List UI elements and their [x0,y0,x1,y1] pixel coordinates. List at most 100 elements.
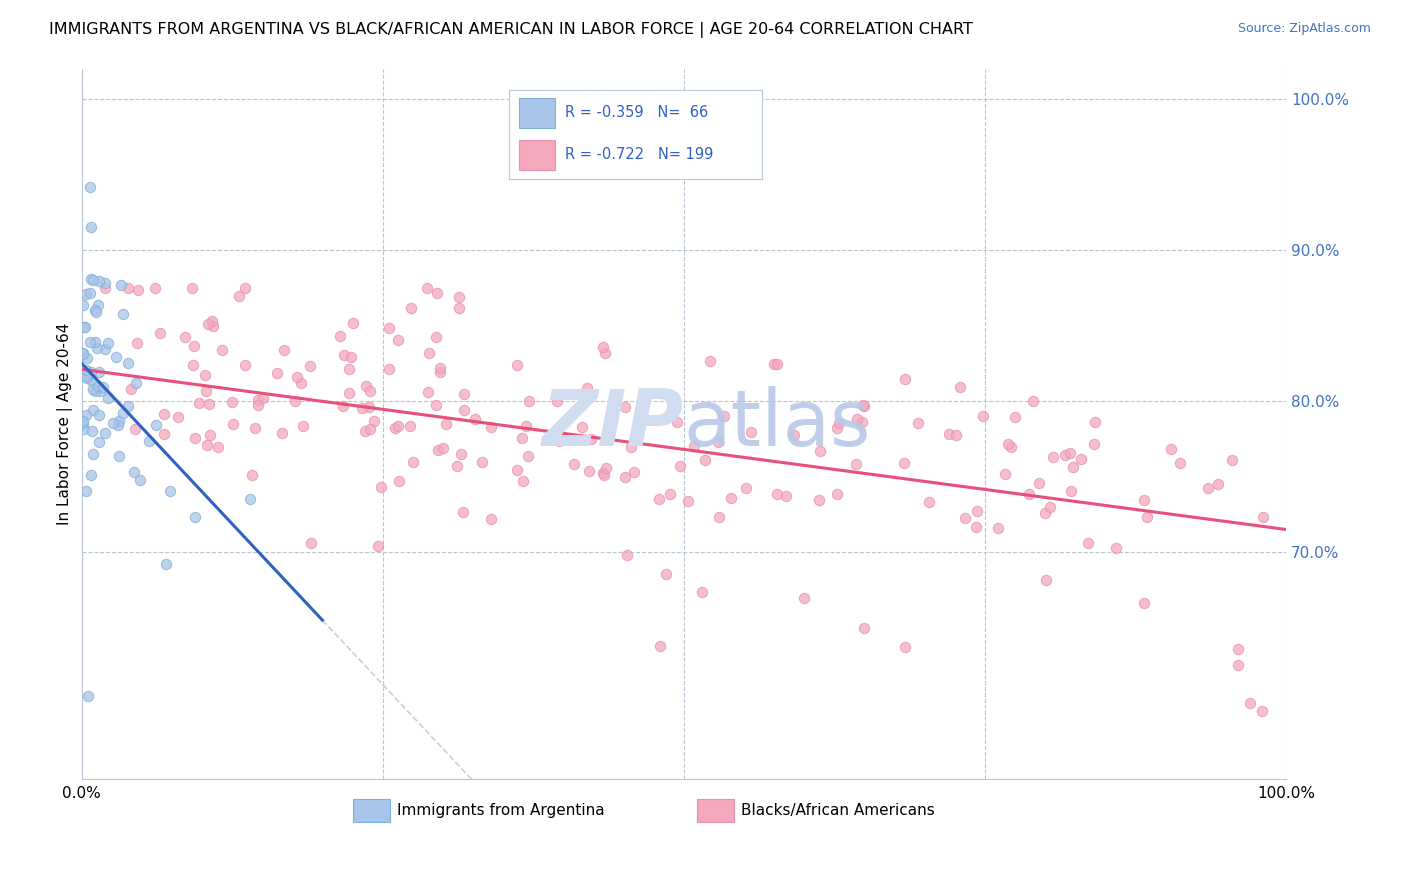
Point [167,409,190,424]
Point [197,317,219,331]
Point [97,392,120,406]
Point [87,379,110,393]
Point [76,351,98,365]
Point [1022,393,1045,408]
Point [793,591,815,606]
Point [80,272,103,286]
Point [79,468,101,483]
Point [354,425,377,439]
Point [1105,541,1128,556]
Point [907,416,929,430]
Point [506,463,529,477]
Point [72,320,94,334]
Point [517,450,540,464]
Point [370,480,392,494]
Point [72,347,94,361]
Point [592,340,614,354]
Point [1226,641,1249,656]
Point [827,486,849,500]
Point [1136,509,1159,524]
Point [117,356,139,370]
Point [76,370,98,384]
Point [221,395,243,409]
Point [515,418,537,433]
Point [720,491,742,505]
Point [620,440,643,454]
Point [79,180,101,194]
Point [562,457,585,471]
Point [243,421,266,435]
Point [283,393,305,408]
Point [211,343,233,357]
Text: atlas: atlas [683,385,872,462]
Point [647,492,669,507]
Point [429,360,451,375]
Point [1084,415,1107,429]
Point [1028,475,1050,490]
Point [1054,448,1077,462]
Point [82,403,104,417]
Point [740,425,762,439]
Text: ZIP: ZIP [541,385,683,462]
Point [125,376,148,391]
Point [479,420,502,434]
Point [159,483,181,498]
Point [994,467,1017,482]
Point [434,417,457,431]
Point [73,320,96,334]
Point [356,379,378,393]
Point [450,447,472,461]
Point [593,468,616,483]
Point [84,303,107,318]
Point [682,439,704,453]
Point [247,392,270,407]
Point [546,394,568,409]
Point [207,440,229,454]
Point [775,490,797,504]
Point [1035,573,1057,587]
Point [228,289,250,303]
Point [987,521,1010,535]
Point [301,536,323,550]
Point [918,495,941,509]
Point [235,280,257,294]
Point [1004,410,1026,425]
Point [195,438,218,452]
Point [89,274,111,288]
Point [76,408,98,422]
Point [87,298,110,312]
Point [894,640,917,655]
Point [1062,459,1084,474]
Point [180,280,202,294]
Point [966,503,988,517]
Point [387,419,409,434]
Point [972,409,994,423]
Point [844,457,866,471]
Point [138,434,160,448]
Point [340,350,363,364]
Point [655,567,678,582]
Point [201,319,224,334]
Point [432,442,454,456]
Point [578,464,600,478]
Point [938,427,960,442]
Point [709,509,731,524]
Point [72,417,94,431]
Point [105,350,128,364]
Point [342,316,364,330]
Point [79,334,101,349]
Point [1060,483,1083,498]
Point [676,493,699,508]
Point [1197,481,1219,495]
Point [517,394,540,409]
Point [110,278,132,293]
Point [240,467,263,482]
Text: Source: ZipAtlas.com: Source: ZipAtlas.com [1237,22,1371,36]
Point [953,511,976,525]
Point [129,473,152,487]
Point [713,409,735,423]
Point [359,422,381,436]
Point [1251,509,1274,524]
Point [80,424,103,438]
Point [273,343,295,357]
